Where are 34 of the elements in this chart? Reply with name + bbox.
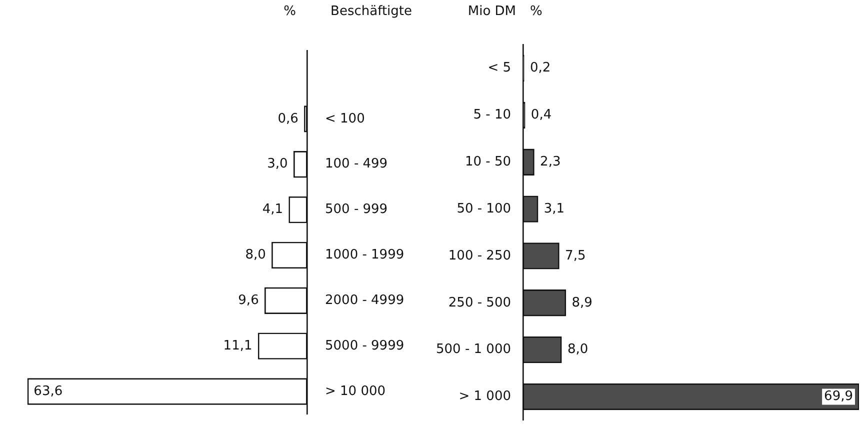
- y-tick-label: 250 - 500: [448, 295, 511, 310]
- data-label: 0,2: [530, 60, 551, 76]
- x-axis-title: %: [284, 4, 296, 19]
- y-tick-label: < 100: [325, 111, 365, 126]
- data-label: 8,0: [567, 342, 588, 358]
- y-tick-label: 50 - 100: [456, 201, 511, 216]
- y-tick-label: 100 - 499: [325, 156, 388, 172]
- y-tick-label: < 5: [488, 60, 511, 76]
- data-label: 9,6: [238, 293, 259, 308]
- data-label: 11,1: [223, 338, 252, 354]
- data-label: 7,5: [565, 248, 586, 264]
- y-tick-label: 500 - 999: [325, 202, 388, 218]
- y-tick-label: 5 - 10: [473, 108, 511, 123]
- y-axis-title: Beschäftigte: [330, 4, 412, 19]
- data-label: 3,0: [267, 156, 288, 172]
- y-tick-label: 500 - 1 000: [436, 342, 511, 358]
- y-tick-label: > 1 000: [458, 389, 511, 404]
- y-tick-label: 5000 - 9999: [325, 338, 404, 354]
- y-axis-title: Mio DM: [468, 4, 516, 19]
- data-label: 3,1: [544, 201, 565, 216]
- data-label: 4,1: [262, 202, 284, 218]
- data-label: 0,4: [530, 108, 552, 123]
- data-label: 0,6: [278, 111, 298, 126]
- y-tick-label: 1000 - 1999: [325, 248, 404, 263]
- data-label: 2,3: [540, 154, 561, 170]
- data-label: 8,0: [245, 248, 266, 263]
- data-label: 69,9: [824, 389, 854, 404]
- y-tick-label: > 10 000: [325, 384, 386, 399]
- data-label: 8,9: [572, 295, 592, 310]
- data-label: 63,6: [34, 384, 63, 399]
- y-tick-label: 10 - 50: [464, 154, 511, 170]
- y-tick-label: 100 - 250: [448, 248, 511, 264]
- y-tick-label: 2000 - 4999: [325, 293, 404, 308]
- x-axis-title: %: [530, 4, 542, 19]
